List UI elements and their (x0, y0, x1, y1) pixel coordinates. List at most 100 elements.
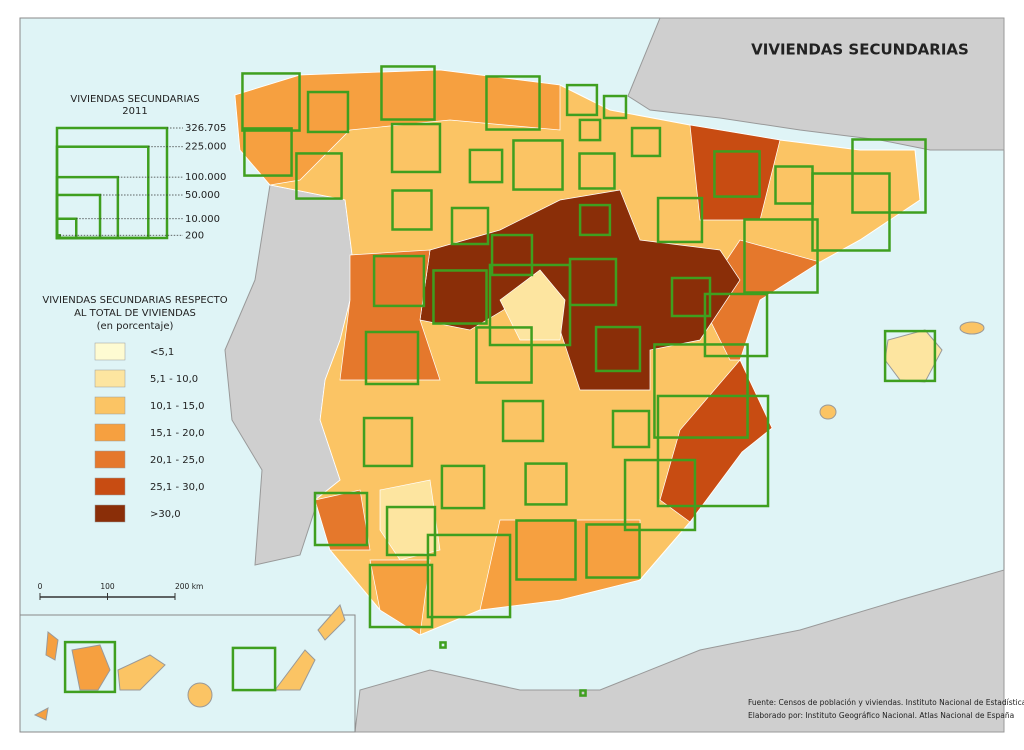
map-title: VIVIENDAS SECUNDARIAS (751, 41, 969, 59)
island (33, 707, 49, 721)
symbol-square (390, 122, 442, 174)
symbol-square (380, 65, 436, 121)
island (71, 644, 111, 691)
africa (354, 569, 1005, 733)
symbol-square (475, 326, 533, 384)
symbol-square (623, 458, 697, 532)
size-label: 50.000 (185, 190, 220, 201)
island (187, 682, 213, 708)
legend-label: 10,1 - 15,0 (150, 401, 205, 412)
region (659, 359, 773, 523)
legend-label: <5,1 (150, 347, 174, 358)
legend-title: 2011 (122, 106, 147, 117)
symbol-square (485, 75, 541, 131)
symbol-square (578, 118, 602, 142)
legend-swatch (94, 504, 126, 523)
symbol-square (703, 292, 769, 358)
color-legend: <5,1 5,1 - 10,0 10,1 - 15,0 15,1 - 20,0 20,1… (94, 342, 205, 523)
symbol-square (306, 90, 350, 134)
legend-label: 15,1 - 20,0 (150, 428, 205, 439)
legend-swatch (94, 477, 126, 496)
legend-square (55, 193, 102, 240)
size-label: 225.000 (185, 142, 226, 153)
island (45, 631, 59, 661)
legend-label: >30,0 (150, 509, 181, 520)
legend-label: 20,1 - 25,0 (150, 455, 205, 466)
symbol-square (656, 394, 770, 508)
legend-title: AL TOTAL DE VIVIENDAS (74, 308, 196, 319)
scale-label: 200 km (175, 582, 203, 591)
france (627, 17, 1005, 151)
symbol-square (585, 523, 641, 579)
symbol-square (385, 505, 437, 557)
island (117, 654, 166, 691)
symbol-square (63, 640, 117, 694)
symbol-square (670, 276, 712, 318)
symbol-square (594, 325, 642, 373)
size-label: 326.705 (185, 123, 226, 134)
legend-square (55, 234, 61, 240)
symbol-square (243, 127, 293, 177)
symbol-square (313, 491, 369, 547)
symbol-square (362, 416, 414, 468)
region (234, 69, 561, 186)
symbol-square (295, 152, 343, 200)
legend-swatch (94, 450, 126, 469)
region (499, 269, 566, 341)
symbol-square (611, 409, 651, 449)
symbol-square (439, 641, 447, 649)
symbol-square (579, 689, 587, 697)
legend-label: 5,1 - 10,0 (150, 374, 198, 385)
island (317, 604, 346, 641)
legend-title: VIVIENDAS SECUNDARIAS RESPECTO (42, 295, 227, 306)
symbol-square (468, 148, 504, 184)
legend-square (55, 217, 78, 240)
symbol-square (653, 343, 749, 439)
size-label: 100.000 (185, 172, 226, 183)
symbols (63, 65, 937, 697)
symbol-square (656, 196, 704, 244)
symbol-square (524, 462, 568, 506)
symbol-square (231, 646, 277, 692)
symbol-square (440, 464, 486, 510)
symbol-square (602, 94, 628, 120)
symbol-square (883, 329, 937, 383)
scale-label: 100 (100, 582, 115, 591)
size-label: 200 (185, 230, 204, 241)
symbol-square (368, 563, 434, 629)
symbol-square (512, 139, 564, 191)
island (959, 321, 985, 335)
legend-swatch (94, 396, 126, 415)
legend-swatch (94, 342, 126, 361)
symbol-square (241, 72, 301, 132)
legend-swatch (94, 423, 126, 442)
symbol-square (501, 399, 545, 443)
symbol-square (630, 126, 662, 158)
legend-label: 25,1 - 30,0 (150, 482, 205, 493)
size-label: 10.000 (185, 214, 220, 225)
symbol-square (578, 203, 612, 237)
symbol-square (811, 172, 891, 252)
region (479, 519, 641, 611)
symbol-square (450, 206, 490, 246)
symbol-square (364, 330, 420, 386)
symbol-square (488, 263, 572, 347)
region (369, 559, 431, 636)
island (274, 649, 316, 691)
scale-bar: 0 100 200 km (38, 582, 203, 600)
size-legend: 326.705 225.000 100.000 50.000 10.000 200 (55, 123, 226, 241)
symbol-square (515, 519, 577, 581)
symbol-square (391, 189, 433, 231)
symbol-square (490, 233, 534, 277)
island (819, 404, 837, 420)
source: Fuente: Censos de población y viviendas.… (748, 698, 1024, 707)
symbol-square (743, 218, 819, 294)
symbol-square (372, 254, 426, 308)
symbol-square (578, 152, 616, 190)
legend-title: (en porcentaje) (97, 321, 174, 332)
scale-label: 0 (38, 582, 43, 591)
legend-title: VIVIENDAS SECUNDARIAS (70, 94, 199, 105)
legend-swatch (94, 369, 126, 388)
